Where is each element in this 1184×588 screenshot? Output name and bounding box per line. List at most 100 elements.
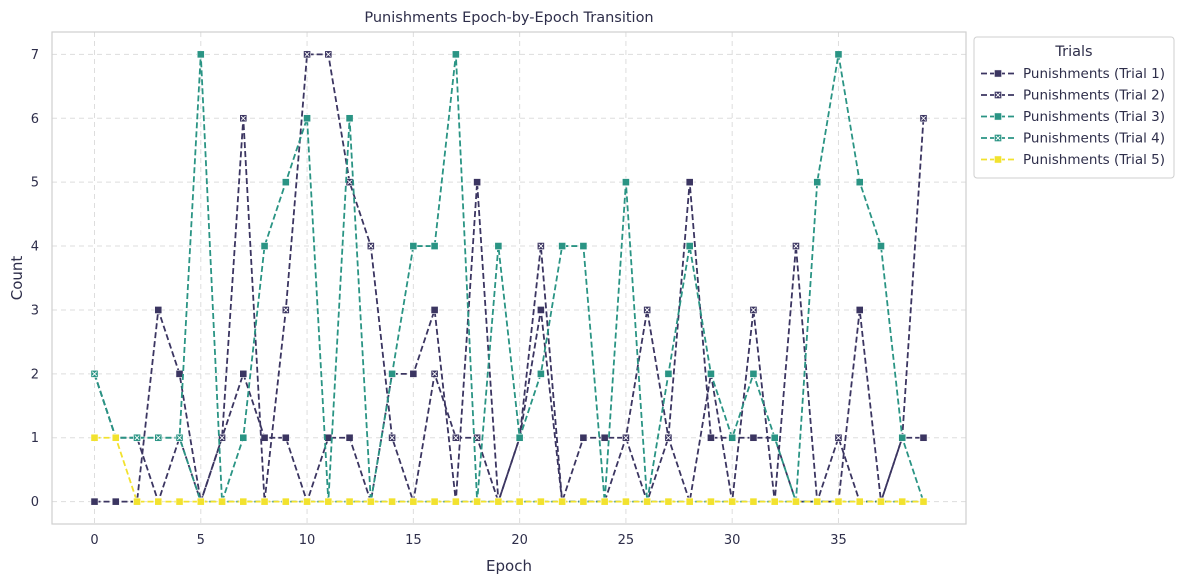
y-tick-label: 6 xyxy=(31,112,39,127)
data-point xyxy=(409,369,418,378)
y-tick-label: 4 xyxy=(31,240,39,255)
data-point xyxy=(749,369,758,378)
legend-item: Punishments (Trial 1) xyxy=(981,66,1165,82)
data-point xyxy=(558,497,567,506)
data-point xyxy=(430,306,439,314)
data-point xyxy=(749,497,758,506)
data-point xyxy=(515,497,524,506)
data-point xyxy=(579,497,588,506)
data-point xyxy=(664,433,673,442)
legend-marker xyxy=(994,155,1002,164)
data-point xyxy=(600,497,609,506)
legend-title: Trials xyxy=(1054,44,1092,60)
y-tick-label: 7 xyxy=(31,48,39,63)
legend-label: Punishments (Trial 5) xyxy=(1023,152,1165,168)
data-point xyxy=(451,433,460,442)
data-point xyxy=(281,178,290,187)
data-point xyxy=(685,178,694,187)
data-point xyxy=(855,178,864,187)
data-point xyxy=(111,497,120,506)
series-line xyxy=(94,436,924,503)
data-point xyxy=(430,242,439,250)
y-tick-label: 0 xyxy=(31,495,39,510)
data-point xyxy=(834,497,843,506)
grid xyxy=(52,32,966,524)
data-point xyxy=(536,369,545,378)
data-point xyxy=(792,242,800,250)
data-point xyxy=(303,497,311,506)
data-point xyxy=(303,50,311,59)
data-point xyxy=(919,433,928,442)
data-point xyxy=(494,497,503,506)
legend-item: Punishments (Trial 2) xyxy=(981,88,1165,104)
data-point xyxy=(749,433,758,442)
plot-frame xyxy=(51,31,967,525)
data-point xyxy=(770,497,779,506)
data-point xyxy=(388,497,396,506)
x-tick-label: 25 xyxy=(618,533,635,548)
data-point xyxy=(175,433,184,442)
data-point xyxy=(303,114,311,123)
data-point xyxy=(409,497,418,506)
legend-item: Punishments (Trial 5) xyxy=(981,152,1165,168)
legend-label: Punishments (Trial 4) xyxy=(1023,131,1165,147)
data-point xyxy=(239,433,248,442)
data-point xyxy=(898,497,907,506)
data-point xyxy=(877,242,885,250)
data-point xyxy=(664,369,673,378)
data-point xyxy=(366,497,375,506)
data-point xyxy=(664,497,673,506)
legend-item: Punishments (Trial 4) xyxy=(981,131,1165,147)
data-point xyxy=(770,433,779,442)
data-point xyxy=(558,242,567,250)
data-point xyxy=(813,497,822,506)
y-tick-label: 2 xyxy=(31,367,39,382)
data-point xyxy=(834,433,843,442)
data-point xyxy=(281,497,290,506)
x-tick-label: 0 xyxy=(90,533,98,548)
x-axis-ticks: 0 5 10 15 20 25 30 35 xyxy=(90,533,846,548)
x-tick-label: 35 xyxy=(830,533,847,548)
data-point xyxy=(749,306,758,314)
data-point xyxy=(813,178,822,187)
data-point xyxy=(196,497,205,506)
data-point xyxy=(834,50,843,59)
data-point xyxy=(239,497,248,506)
data-point xyxy=(324,497,333,506)
data-point xyxy=(494,242,503,250)
data-point xyxy=(366,242,375,250)
data-point xyxy=(515,433,524,442)
data-point xyxy=(579,433,588,442)
data-point xyxy=(345,497,354,506)
data-point xyxy=(239,369,248,378)
series-3 xyxy=(90,50,928,506)
data-point xyxy=(707,369,715,378)
data-point xyxy=(792,497,800,506)
data-point xyxy=(898,433,907,442)
x-tick-label: 20 xyxy=(511,533,528,548)
data-point xyxy=(536,242,545,250)
data-point xyxy=(622,433,630,442)
legend: Trials Punishments (Trial 1) Punishments … xyxy=(973,36,1175,179)
y-axis-label: Count xyxy=(8,256,26,301)
data-point xyxy=(919,497,928,506)
data-point xyxy=(345,114,354,123)
data-point xyxy=(324,50,333,59)
data-point xyxy=(430,497,439,506)
legend-label: Punishments (Trial 2) xyxy=(1023,88,1165,104)
data-point xyxy=(473,497,482,506)
data-point xyxy=(536,306,545,314)
data-point xyxy=(218,433,226,442)
y-tick-label: 5 xyxy=(31,176,39,191)
data-point xyxy=(707,497,715,506)
data-point xyxy=(728,497,737,506)
data-point xyxy=(600,433,609,442)
data-point xyxy=(90,369,99,378)
legend-marker xyxy=(994,69,1002,78)
data-point xyxy=(175,497,184,506)
legend-marker xyxy=(994,91,1002,99)
data-point xyxy=(685,497,694,506)
data-point xyxy=(430,369,439,378)
y-tick-label: 3 xyxy=(31,303,39,318)
